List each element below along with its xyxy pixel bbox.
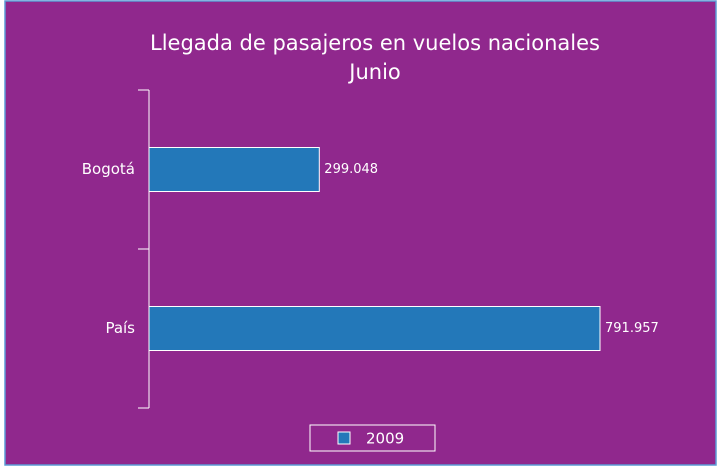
chart-subtitle: Junio [347,60,401,84]
legend-label: 2009 [366,430,404,448]
y-tick-label: País [105,319,135,337]
legend-swatch [337,431,351,445]
data-label: 791.957 [605,321,659,336]
data-label: 299.048 [324,162,378,177]
y-tick-label: Bogotá [82,160,135,178]
chart-title: Llegada de pasajeros en vuelos nacionale… [150,31,600,55]
bar [148,306,601,351]
bar [148,147,320,192]
chart-background [4,0,717,466]
legend [309,424,436,452]
